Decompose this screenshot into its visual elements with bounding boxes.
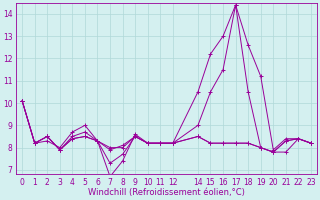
X-axis label: Windchill (Refroidissement éolien,°C): Windchill (Refroidissement éolien,°C) — [88, 188, 245, 197]
